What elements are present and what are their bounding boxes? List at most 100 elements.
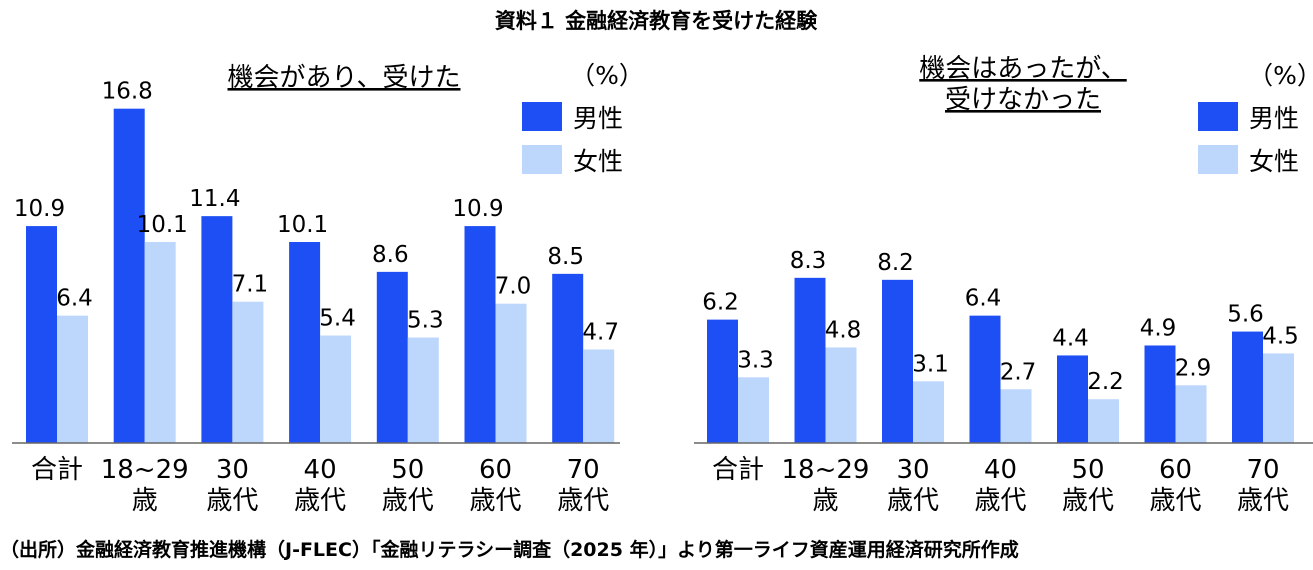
legend-label-female: 女性 — [1249, 147, 1299, 176]
category-label: 歳代 — [974, 486, 1026, 516]
bar-male — [113, 108, 145, 444]
value-label: 2.7 — [1000, 359, 1037, 385]
panel-title-line: 受けなかった — [945, 85, 1101, 115]
bar-female — [232, 301, 264, 443]
value-label: 8.5 — [547, 244, 584, 270]
category-label: 歳代 — [1062, 486, 1114, 516]
value-label: 5.3 — [407, 308, 444, 334]
value-label: 16.8 — [102, 79, 153, 105]
value-label: 6.2 — [702, 290, 739, 316]
bar-female — [57, 315, 88, 443]
value-label: 5.6 — [1227, 302, 1264, 328]
category-label: 歳代 — [206, 486, 258, 516]
category-label: 50 — [1071, 455, 1104, 485]
category-label: 歳代 — [1237, 486, 1289, 516]
category-label: 歳代 — [887, 486, 939, 516]
value-label: 4.9 — [1140, 315, 1177, 341]
category-label: 30 — [216, 455, 249, 485]
bar-female — [825, 347, 857, 443]
category-label: 70 — [567, 455, 600, 485]
category-label: 歳代 — [557, 486, 609, 516]
value-label: 4.7 — [582, 319, 619, 345]
bar-female — [1088, 399, 1119, 443]
unit-label: （%） — [570, 61, 644, 90]
value-label: 7.1 — [232, 272, 269, 298]
category-label: 合計 — [31, 455, 83, 485]
value-label: 5.4 — [319, 306, 356, 332]
bar-male — [1144, 345, 1176, 443]
value-label: 8.2 — [877, 250, 914, 276]
category-label: 70 — [1246, 455, 1279, 485]
category-label: 合計 — [712, 455, 764, 485]
category-label: 60 — [1159, 455, 1192, 485]
bar-male — [882, 279, 913, 443]
legend-label-female: 女性 — [573, 147, 623, 176]
value-label: 3.1 — [912, 351, 949, 377]
category-label: 歳代 — [382, 486, 434, 516]
bar-male — [201, 216, 233, 443]
value-label: 8.3 — [790, 248, 827, 274]
category-label: 30 — [896, 455, 929, 485]
legend-label-male: 男性 — [573, 104, 623, 133]
bar-male — [552, 273, 584, 443]
legend-swatch-male — [1198, 102, 1238, 131]
value-label: 10.1 — [277, 212, 328, 238]
bar-female — [583, 349, 615, 443]
bar-male — [376, 271, 408, 443]
category-label: 18~29 — [782, 455, 870, 485]
panel-title-line: 機会があり、受けた — [228, 63, 461, 93]
value-label: 2.9 — [1175, 355, 1212, 381]
legend-swatch-male — [522, 102, 562, 131]
bar-male — [464, 226, 496, 443]
value-label: 10.9 — [14, 196, 65, 222]
figure-title: 資料１ 金融経済教育を受けた経験 — [495, 9, 818, 33]
bar-female — [407, 337, 439, 443]
value-label: 2.2 — [1087, 369, 1124, 395]
bar-male — [26, 226, 57, 443]
category-label: 40 — [984, 455, 1017, 485]
bar-male — [794, 277, 826, 443]
bar-female — [1000, 389, 1032, 443]
bar-male — [969, 315, 1001, 443]
legend-swatch-female — [1198, 145, 1238, 174]
bar-female — [1263, 353, 1294, 443]
value-label: 7.0 — [495, 274, 532, 300]
category-label: 歳代 — [469, 486, 521, 516]
bar-female — [1175, 385, 1207, 443]
bar-male — [1057, 355, 1088, 443]
bar-female — [144, 242, 176, 443]
category-label: 40 — [304, 455, 337, 485]
value-label: 4.5 — [1262, 323, 1299, 349]
category-label: 歳代 — [1149, 486, 1201, 516]
category-label: 60 — [479, 455, 512, 485]
panel-title-line: 機会はあったが、 — [919, 54, 1126, 84]
source-note: （出所）金融経済教育推進機構（J-FLEC）「金融リテラシー調査（2025 年）… — [0, 538, 1019, 561]
bar-female — [913, 381, 944, 443]
value-label: 10.1 — [137, 212, 188, 238]
bar-male — [707, 319, 738, 443]
bar-female — [738, 377, 769, 443]
bar-male — [1232, 331, 1263, 443]
value-label: 10.9 — [452, 196, 503, 222]
value-label: 11.4 — [189, 186, 240, 212]
category-label: 歳 — [132, 486, 158, 516]
unit-label: （%） — [1248, 61, 1313, 90]
value-label: 4.8 — [825, 317, 862, 343]
legend-label-male: 男性 — [1249, 104, 1299, 133]
value-label: 8.6 — [372, 242, 409, 268]
bar-female — [495, 303, 527, 443]
legend-swatch-female — [522, 145, 562, 174]
category-label: 18~29 — [101, 455, 189, 485]
bar-female — [320, 335, 352, 443]
value-label: 4.4 — [1052, 325, 1089, 351]
value-label: 6.4 — [56, 286, 93, 312]
value-label: 3.3 — [737, 347, 774, 373]
bar-male — [289, 242, 321, 443]
category-label: 50 — [391, 455, 424, 485]
value-label: 6.4 — [965, 286, 1002, 312]
category-label: 歳 — [812, 486, 838, 516]
category-label: 歳代 — [294, 486, 346, 516]
